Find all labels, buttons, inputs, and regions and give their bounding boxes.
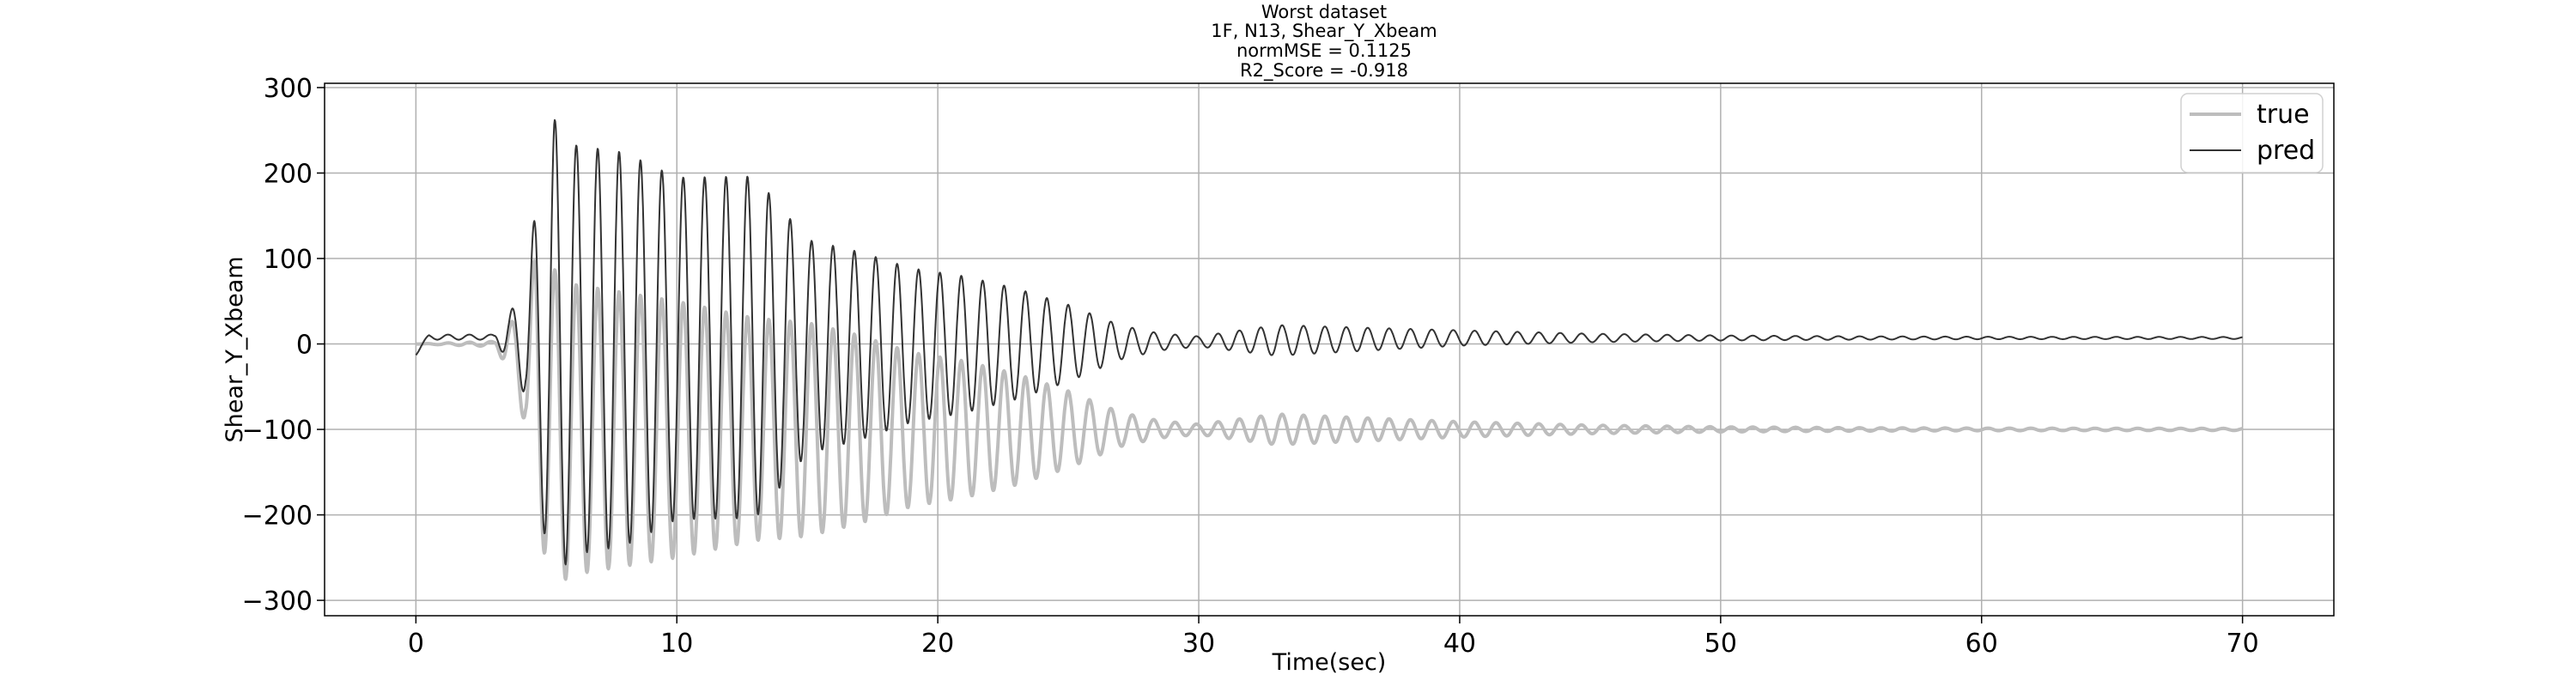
title-line-1: Worst dataset	[1261, 2, 1387, 22]
series-line-true	[415, 259, 2244, 581]
x-tick-label: 30	[1182, 629, 1215, 659]
series-line-pred	[415, 119, 2243, 566]
y-tick-label: 0	[296, 331, 313, 361]
x-tick-label: 0	[408, 629, 424, 659]
x-tick-label: 10	[660, 629, 693, 659]
series-layer	[415, 119, 2244, 581]
title-line-2: 1F, N13, Shear_Y_Xbeam	[1211, 21, 1437, 42]
y-axis: −300 −200 −100 0 100 200 300	[242, 74, 325, 617]
legend-label-true: true	[2257, 100, 2310, 130]
chart-title: Worst dataset 1F, N13, Shear_Y_Xbeam nor…	[1211, 2, 1437, 82]
legend: true pred	[2180, 93, 2324, 173]
y-tick-label: 300	[264, 74, 313, 104]
title-line-4: R2_Score = -0.918	[1240, 60, 1408, 82]
x-axis-label: Time(sec)	[1272, 649, 1387, 676]
y-tick-label: 100	[264, 245, 313, 275]
y-axis-label: Shear_Y_Xbeam	[222, 256, 248, 442]
x-tick-label: 40	[1443, 629, 1476, 659]
x-axis: 0 10 20 30 40 50 60 70	[408, 616, 2259, 659]
y-tick-label: 200	[264, 159, 313, 189]
x-tick-label: 50	[1704, 629, 1737, 659]
y-tick-label: −200	[242, 502, 313, 532]
legend-label-pred: pred	[2257, 136, 2315, 166]
y-tick-label: −100	[242, 416, 313, 446]
plot-frame	[324, 82, 2335, 617]
y-tick-label: −300	[242, 587, 313, 617]
x-tick-label: 60	[1965, 629, 1998, 659]
x-tick-label: 70	[2227, 629, 2259, 659]
x-tick-label: 20	[921, 629, 954, 659]
title-line-3: normMSE = 0.1125	[1236, 40, 1412, 61]
